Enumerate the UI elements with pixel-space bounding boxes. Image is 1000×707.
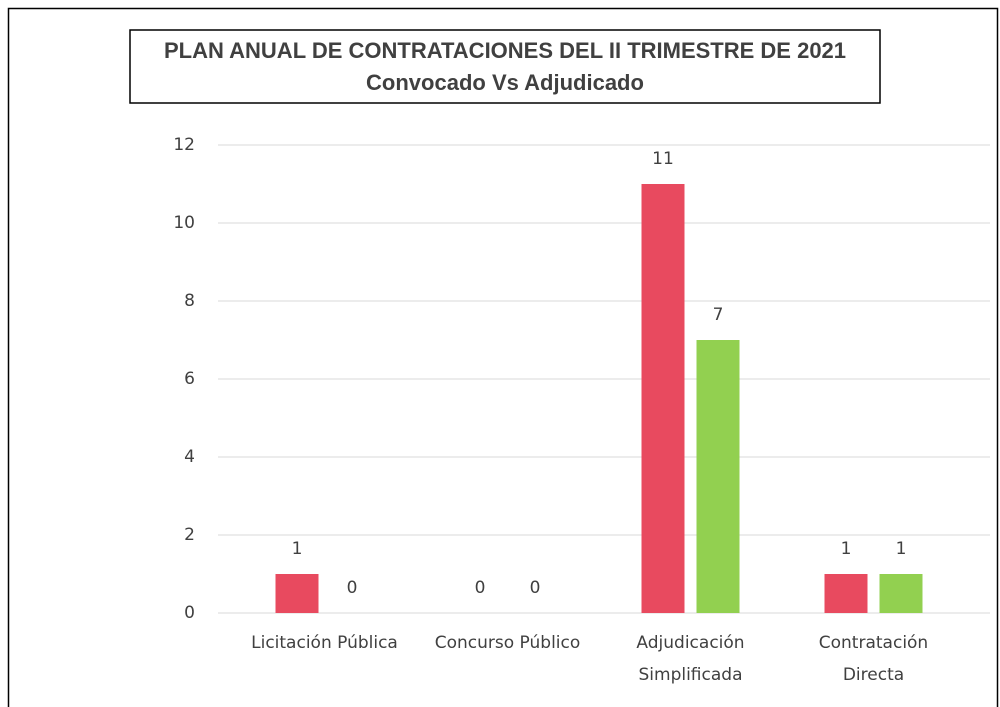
- x-tick-label: Contratación: [819, 633, 928, 653]
- bar: [824, 574, 868, 613]
- x-tick-label: Licitación Pública: [251, 633, 398, 653]
- x-tick-label: Directa: [843, 665, 904, 685]
- data-label: 0: [347, 578, 358, 598]
- data-label: 0: [475, 578, 486, 598]
- bar: [696, 340, 740, 613]
- y-tick-label: 12: [173, 135, 195, 155]
- chart-title: PLAN ANUAL DE CONTRATACIONES DEL II TRIM…: [164, 38, 846, 63]
- chart-subtitle: Convocado Vs Adjudicado: [366, 70, 644, 95]
- bar: [641, 184, 685, 613]
- y-tick-label: 4: [184, 447, 195, 467]
- data-label: 7: [713, 305, 724, 325]
- data-label: 0: [530, 578, 541, 598]
- data-label: 1: [292, 539, 303, 559]
- x-tick-label: Simplificada: [639, 665, 743, 685]
- y-tick-label: 6: [184, 369, 195, 389]
- bar: [275, 574, 319, 613]
- y-tick-label: 10: [173, 213, 195, 233]
- x-tick-label: Adjudicación: [636, 633, 744, 653]
- y-tick-label: 8: [184, 291, 195, 311]
- y-tick-label: 0: [184, 603, 195, 623]
- title-box: [129, 29, 881, 104]
- data-label: 1: [841, 539, 852, 559]
- x-tick-label: Concurso Público: [435, 633, 581, 653]
- data-label: 1: [896, 539, 907, 559]
- y-tick-label: 2: [184, 525, 195, 545]
- data-label: 11: [652, 149, 674, 169]
- bar: [879, 574, 923, 613]
- chart-frame: [7, 7, 999, 707]
